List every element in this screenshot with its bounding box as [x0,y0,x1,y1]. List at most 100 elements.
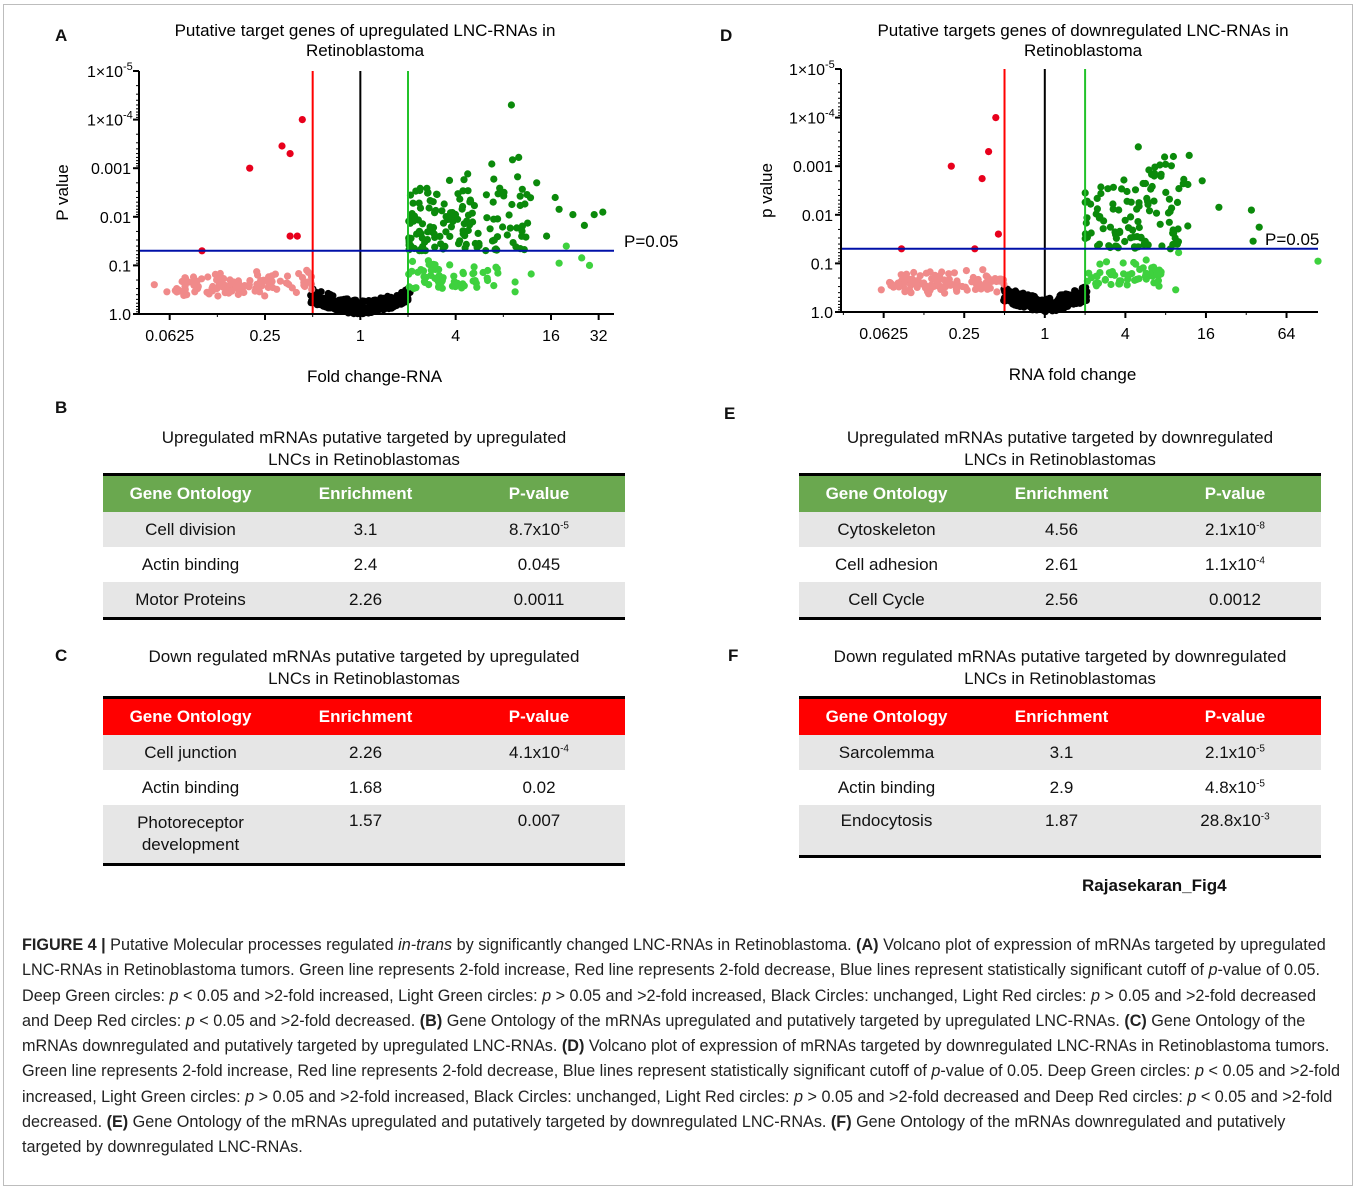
black-point [1060,300,1068,308]
deep-green-point [464,170,472,178]
deep-green-point [1129,226,1137,234]
light-green-point [446,261,454,269]
light-red-point [946,279,954,287]
table-c-title: Down regulated mRNAs putative targeted b… [148,647,580,688]
light-red-point [203,288,211,296]
deep-red-point [994,230,1002,238]
deep-green-point [508,200,516,209]
deep-green-point [503,231,511,239]
table-e-header: Gene Ontology Enrichment P-value [799,473,1321,512]
deep-green-point [500,188,508,196]
deep-green-point [489,198,497,206]
deep-green-point [1109,205,1117,213]
deep-green-point [1115,206,1123,214]
light-red-point [216,277,224,285]
deep-green-point [1156,161,1164,169]
light-red-point [183,291,191,299]
deep-green-point [1109,183,1117,191]
panel-label-f: F [728,646,739,665]
deep-green-point [468,209,476,217]
deep-green-point [433,190,441,199]
header-gene-ontology: Gene Ontology [799,696,974,735]
enrichment-value: 1.57 [278,805,453,866]
table-row: Actin binding 2.4 0.045 [103,547,625,582]
y-axis-label: p value [757,163,776,218]
significance-label: P=0.05 [624,232,678,251]
deep-green-point [1093,205,1101,213]
black-point [391,296,399,304]
deep-red-point [286,232,294,240]
go-term: Cell adhesion [834,554,938,574]
deep-green-point [440,200,448,208]
light-red-point [191,288,199,296]
light-red-point [198,275,206,283]
table-row: Endocytosis 1.87 28.8x10-3 [799,805,1321,858]
light-green-point [1102,258,1111,266]
deep-green-point [1123,197,1131,205]
y-tick-exponent: -5 [825,59,835,71]
black-point [1016,302,1024,311]
enrichment-value: 3.1 [974,735,1149,770]
x-tick-label: 1 [1040,326,1049,343]
chart-title-line-2: Retinoblastoma [1024,41,1143,60]
x-tick-label: 4 [1121,326,1130,343]
table-b-title: Upregulated mRNAs putative targeted by u… [161,428,567,469]
p-value: 0.045 [517,554,561,574]
deep-green-point [1150,197,1158,205]
light-red-point [285,280,293,289]
p-value: 1.1x10-4 [1205,554,1265,574]
black-point [1037,301,1045,309]
light-green-point [435,282,443,290]
deep-green-point [474,229,482,237]
deep-green-point [1116,228,1124,237]
deep-green-point [514,173,522,181]
light-green-point [511,278,519,286]
deep-green-point [1180,175,1188,183]
light-red-point [950,269,958,277]
deep-green-point [524,219,532,227]
light-red-point [916,272,924,280]
black-point [1030,292,1039,301]
black-point [326,294,334,302]
go-term: Cell division [103,512,278,547]
p-value: 2.1x10-5 [1149,735,1321,770]
light-green-point [473,283,481,291]
deep-green-point [1150,169,1159,177]
table-e-title: Upregulated mRNAs putative targeted by d… [846,428,1274,469]
table-row: Photoreceptor development 1.57 0.007 [103,805,625,866]
x-tick-label: 32 [590,328,608,345]
light-red-point [913,283,921,291]
deep-green-point [499,223,507,231]
significance-label: P=0.05 [1265,230,1319,249]
deep-green-point [456,195,464,203]
light-red-point [228,287,236,295]
header-p-value: P-value [453,696,625,735]
y-tick-label: 0.01 [100,210,131,227]
deep-green-point [555,205,563,213]
light-green-point [527,270,535,278]
light-red-point [979,266,987,274]
deep-green-point [513,224,521,232]
deep-green-point [508,156,517,164]
table-row: Cell division 3.1 8.7x10-5 [103,512,625,547]
deep-green-point [1121,216,1129,224]
enrichment-value: 4.56 [974,512,1149,547]
light-green-point [1139,264,1147,272]
enrichment-value: 1.87 [974,805,1149,858]
black-point [374,304,382,312]
deep-green-point [1121,237,1129,246]
light-green-point [470,263,478,271]
deep-green-point [415,199,423,207]
data-points [150,101,607,318]
deep-green-point [507,101,515,109]
light-red-point [951,280,960,288]
p-value: 0.0011 [453,582,625,620]
deep-red-point [298,116,306,124]
black-point [393,301,401,310]
deep-green-point [1104,185,1112,193]
y-tick-label: 1.0 [109,307,131,324]
deep-green-point [518,227,526,235]
deep-green-point [1120,176,1128,184]
deep-green-point [1144,200,1152,209]
table-row: Cell adhesion 2.61 1.1x10-4 [799,547,1321,582]
